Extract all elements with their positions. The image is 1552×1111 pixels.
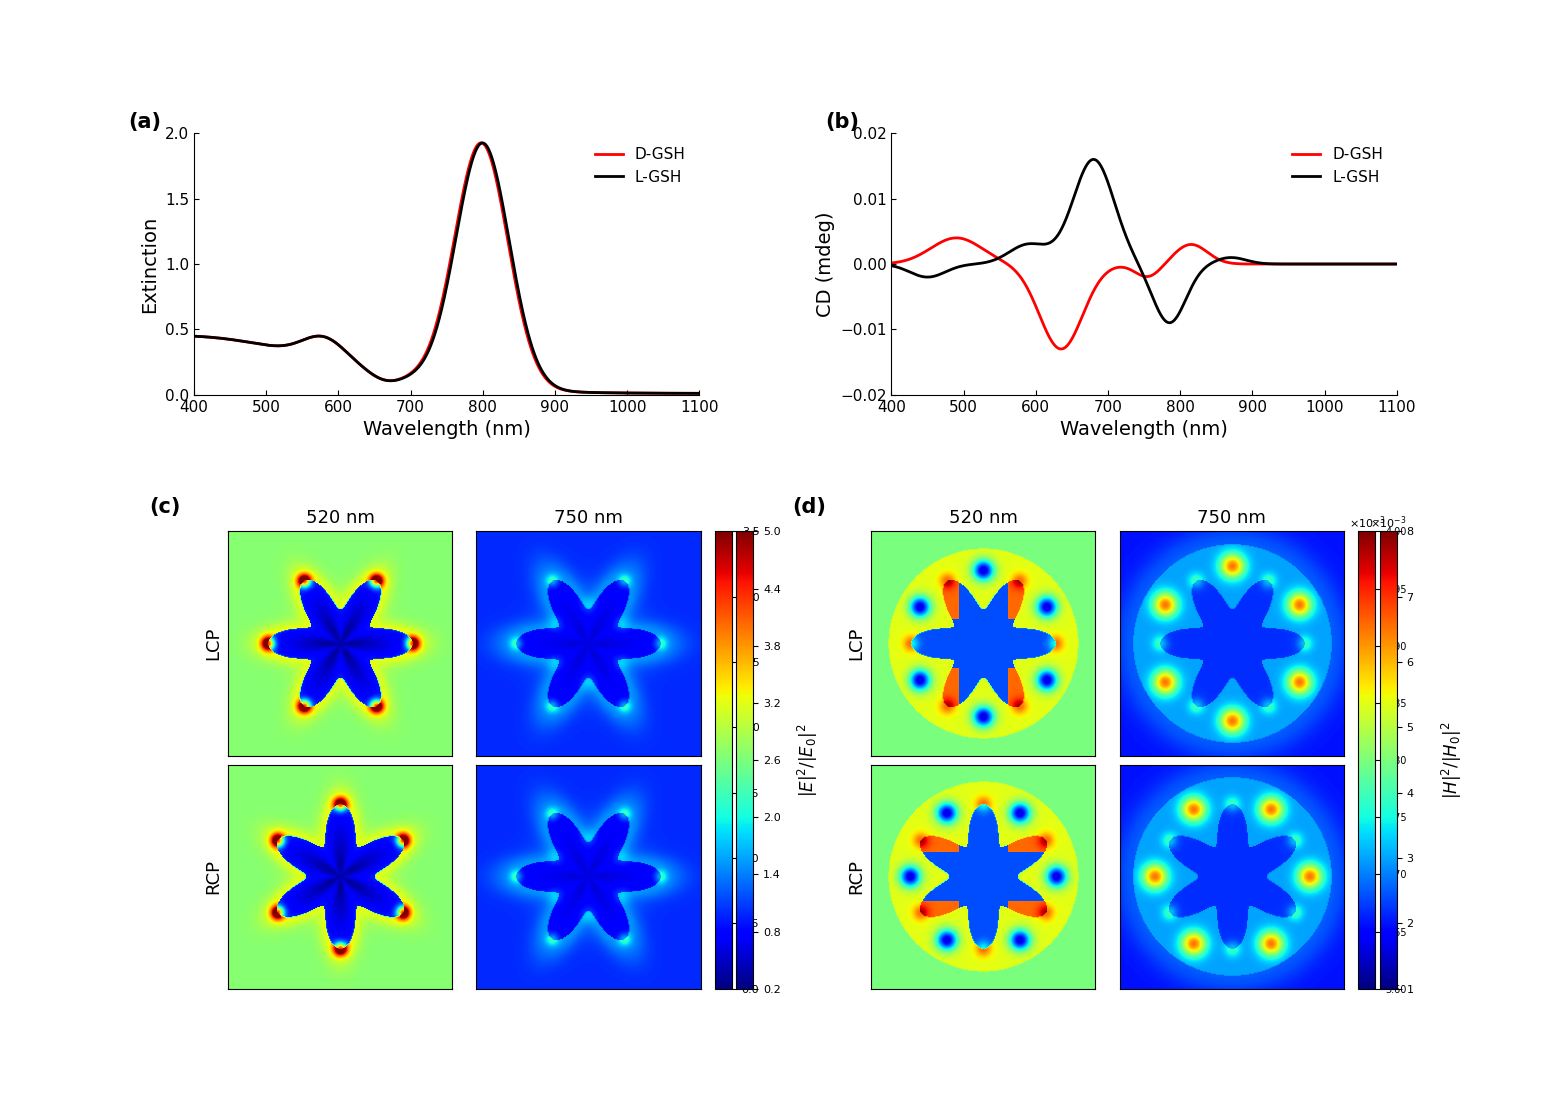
L-GSH [1277,258,1296,271]
D-GSH [588,386,607,399]
L-GSH [1083,152,1102,166]
D-GSH [1088,279,1107,292]
Text: (b): (b) [826,112,860,132]
D-GSH [1277,258,1296,271]
D-GSH [532,366,551,379]
Y-axis label: RCP: RCP [847,859,866,894]
Y-axis label: Extinction: Extinction [141,216,160,312]
X-axis label: Wavelength (nm): Wavelength (nm) [363,420,531,439]
D-GSH [390,372,408,386]
Y-axis label: LCP: LCP [847,627,866,660]
L-GSH [588,386,607,399]
D-GSH [236,336,255,349]
L-GSH [532,363,551,377]
Title: $\times10^{-3}$: $\times10^{-3}$ [1370,514,1406,531]
Text: (c): (c) [149,498,180,518]
L-GSH [1231,252,1249,266]
L-GSH [1287,258,1305,271]
Text: (a): (a) [129,112,161,132]
D-GSH [1387,258,1406,271]
D-GSH [947,231,965,244]
D-GSH [1287,258,1305,271]
Y-axis label: LCP: LCP [205,627,222,660]
L-GSH [1086,153,1105,167]
Y-axis label: RCP: RCP [205,859,222,894]
L-GSH [390,373,408,387]
L-GSH [185,330,203,343]
L-GSH [691,387,709,400]
L-GSH [1387,258,1406,271]
Title: 520 nm: 520 nm [306,509,374,527]
Line: D-GSH: D-GSH [891,238,1397,349]
Title: $\times10^{-3}$: $\times10^{-3}$ [1349,514,1384,531]
X-axis label: Wavelength (nm): Wavelength (nm) [1060,420,1228,439]
L-GSH [407,362,425,376]
Legend: D-GSH, L-GSH: D-GSH, L-GSH [1287,141,1389,191]
L-GSH [1161,316,1180,329]
D-GSH [1105,261,1124,274]
D-GSH [1052,342,1071,356]
Line: L-GSH: L-GSH [891,159,1397,322]
Y-axis label: CD (mdeg): CD (mdeg) [815,211,835,317]
Legend: D-GSH, L-GSH: D-GSH, L-GSH [588,141,692,191]
L-GSH [934,267,953,280]
D-GSH [934,234,953,248]
Text: (d): (d) [793,498,827,518]
Title: 520 nm: 520 nm [948,509,1018,527]
L-GSH [882,259,900,272]
D-GSH [691,387,709,400]
L-GSH [236,336,255,349]
D-GSH [472,137,490,150]
Text: $|H|^2/|H_0|^2$: $|H|^2/|H_0|^2$ [1440,721,1464,799]
L-GSH [473,137,492,150]
D-GSH [185,330,203,343]
Line: L-GSH: L-GSH [194,143,700,393]
Line: D-GSH: D-GSH [194,143,700,393]
L-GSH [579,386,598,399]
D-GSH [1231,257,1249,270]
D-GSH [882,257,900,270]
Text: $|E|^2/|E_0|^2$: $|E|^2/|E_0|^2$ [796,723,821,797]
D-GSH [579,386,598,399]
Title: 750 nm: 750 nm [554,509,622,527]
D-GSH [407,361,425,374]
L-GSH [1105,196,1124,209]
Title: 750 nm: 750 nm [1198,509,1266,527]
